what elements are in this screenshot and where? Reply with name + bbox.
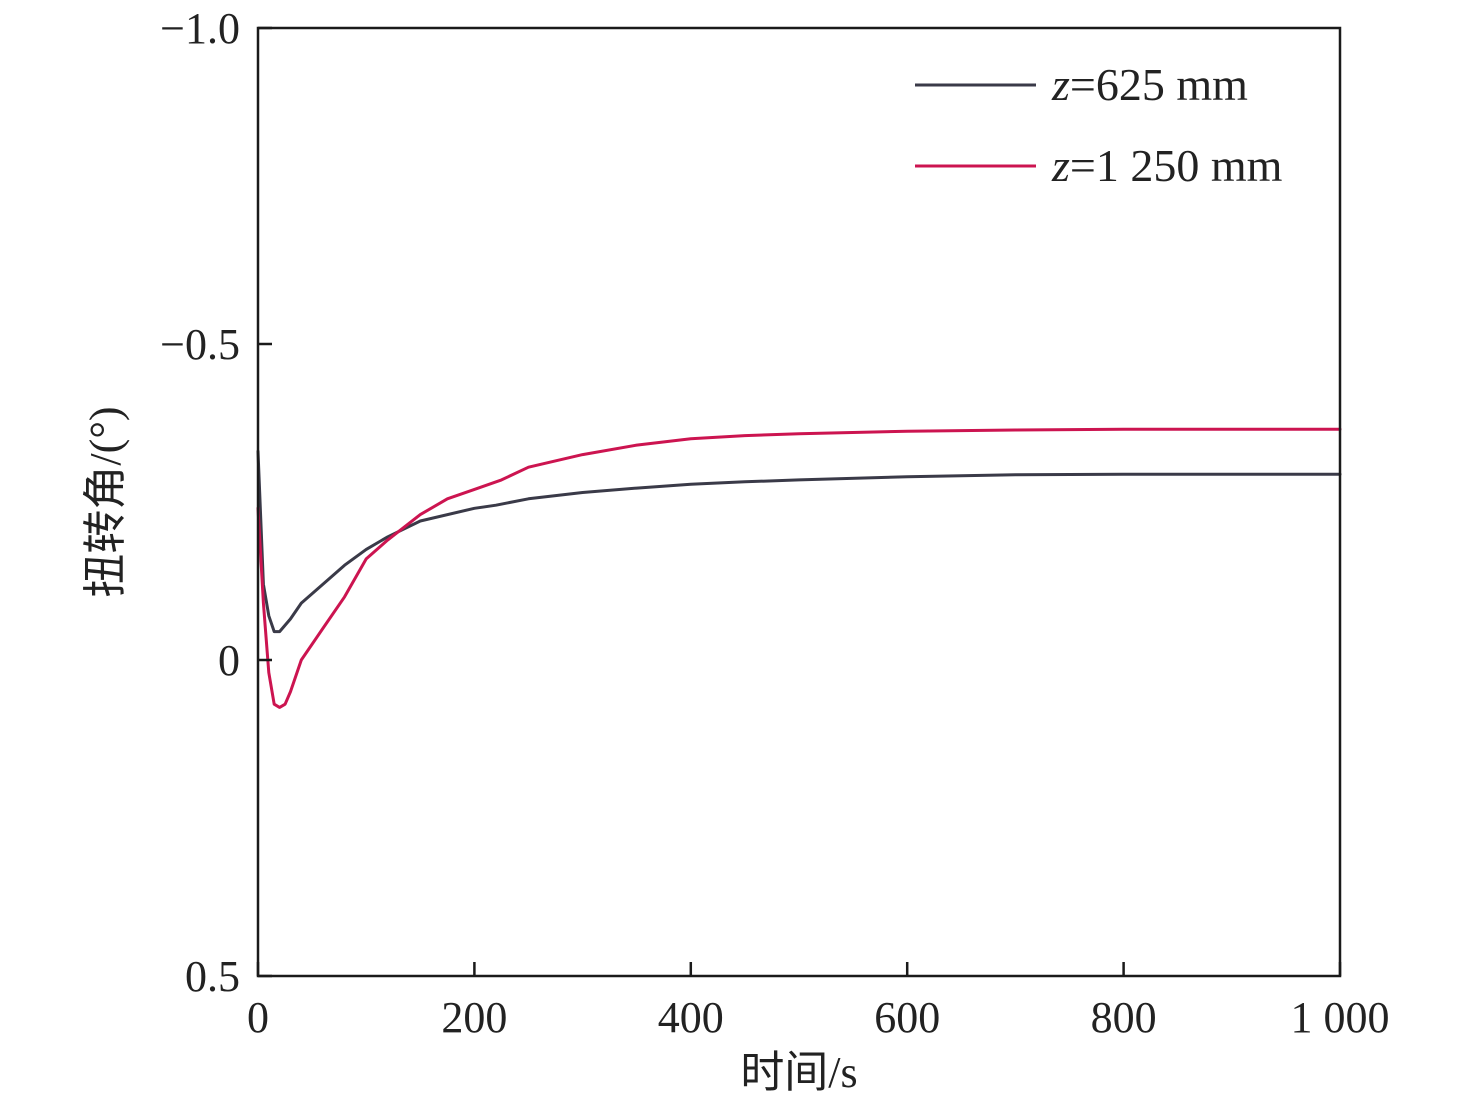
plot-frame: [256, 26, 1342, 978]
series-line-1: [256, 449, 1342, 634]
legend-label-variable: z: [1051, 140, 1070, 191]
plot-series-group: [256, 427, 1342, 709]
legend-label-variable: z: [1051, 59, 1070, 110]
y-axis-title: 扭转角/(°): [81, 406, 130, 597]
x-axis-title: 时间/s: [740, 1048, 857, 1097]
x-tick-label: 1 000: [1291, 993, 1390, 1042]
y-tick-label: 0: [218, 636, 240, 685]
series-line-2: [256, 427, 1342, 709]
x-tick-label: 200: [441, 993, 507, 1042]
legend-label-1: z=625 mm: [1051, 59, 1248, 110]
x-tick-label: 600: [874, 993, 940, 1042]
y-tick-label: 0.5: [185, 952, 240, 1001]
x-tick-label: 800: [1091, 993, 1157, 1042]
legend-label-value: =625 mm: [1070, 59, 1248, 110]
tick-group: [256, 26, 1342, 978]
tick-label-group: 0 200 400 600 800 1 000−1.0−0.500.5: [160, 4, 1389, 1042]
y-tick-label: −1.0: [160, 4, 240, 53]
x-tick-label: 400: [658, 993, 724, 1042]
legend: z=625 mmz=1 250 mm: [915, 59, 1283, 191]
y-tick-label: −0.5: [160, 320, 240, 369]
legend-label-value: =1 250 mm: [1070, 140, 1283, 191]
legend-label-2: z=1 250 mm: [1051, 140, 1283, 191]
x-tick-label: 0: [247, 993, 269, 1042]
